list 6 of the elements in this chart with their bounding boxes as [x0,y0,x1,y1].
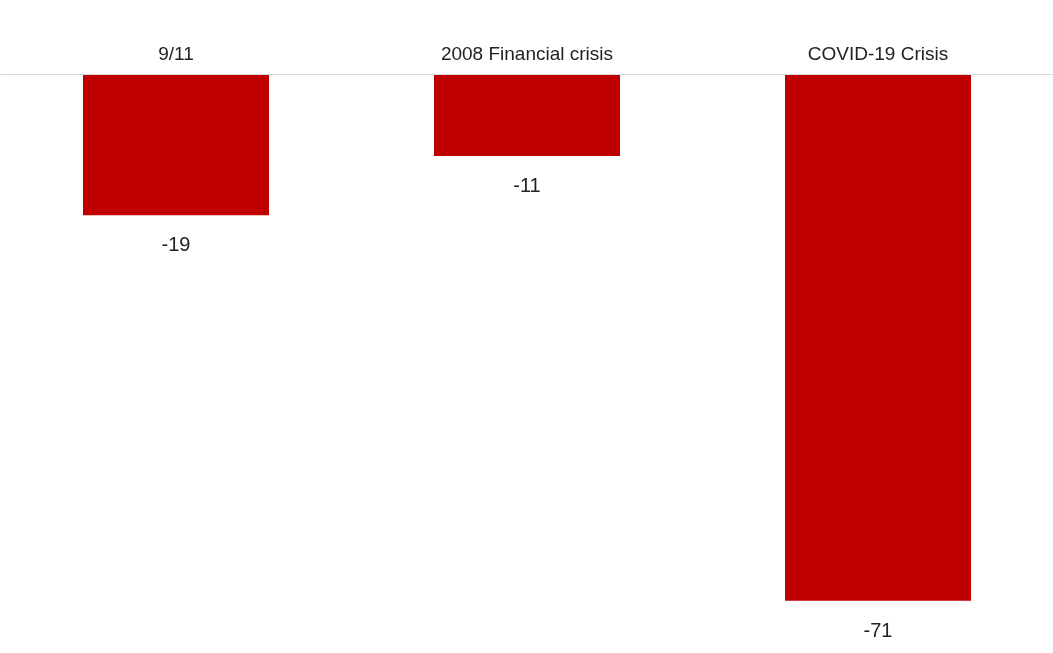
data-label: -19 [161,233,191,256]
x-tick-label: 9/11 [158,42,194,64]
data-label: -71 [863,618,893,641]
data-label: -11 [513,174,541,197]
x-tick-label: 2008 Financial crisis [440,42,614,64]
x-tick-label: COVID-19 Crisis [807,42,949,64]
